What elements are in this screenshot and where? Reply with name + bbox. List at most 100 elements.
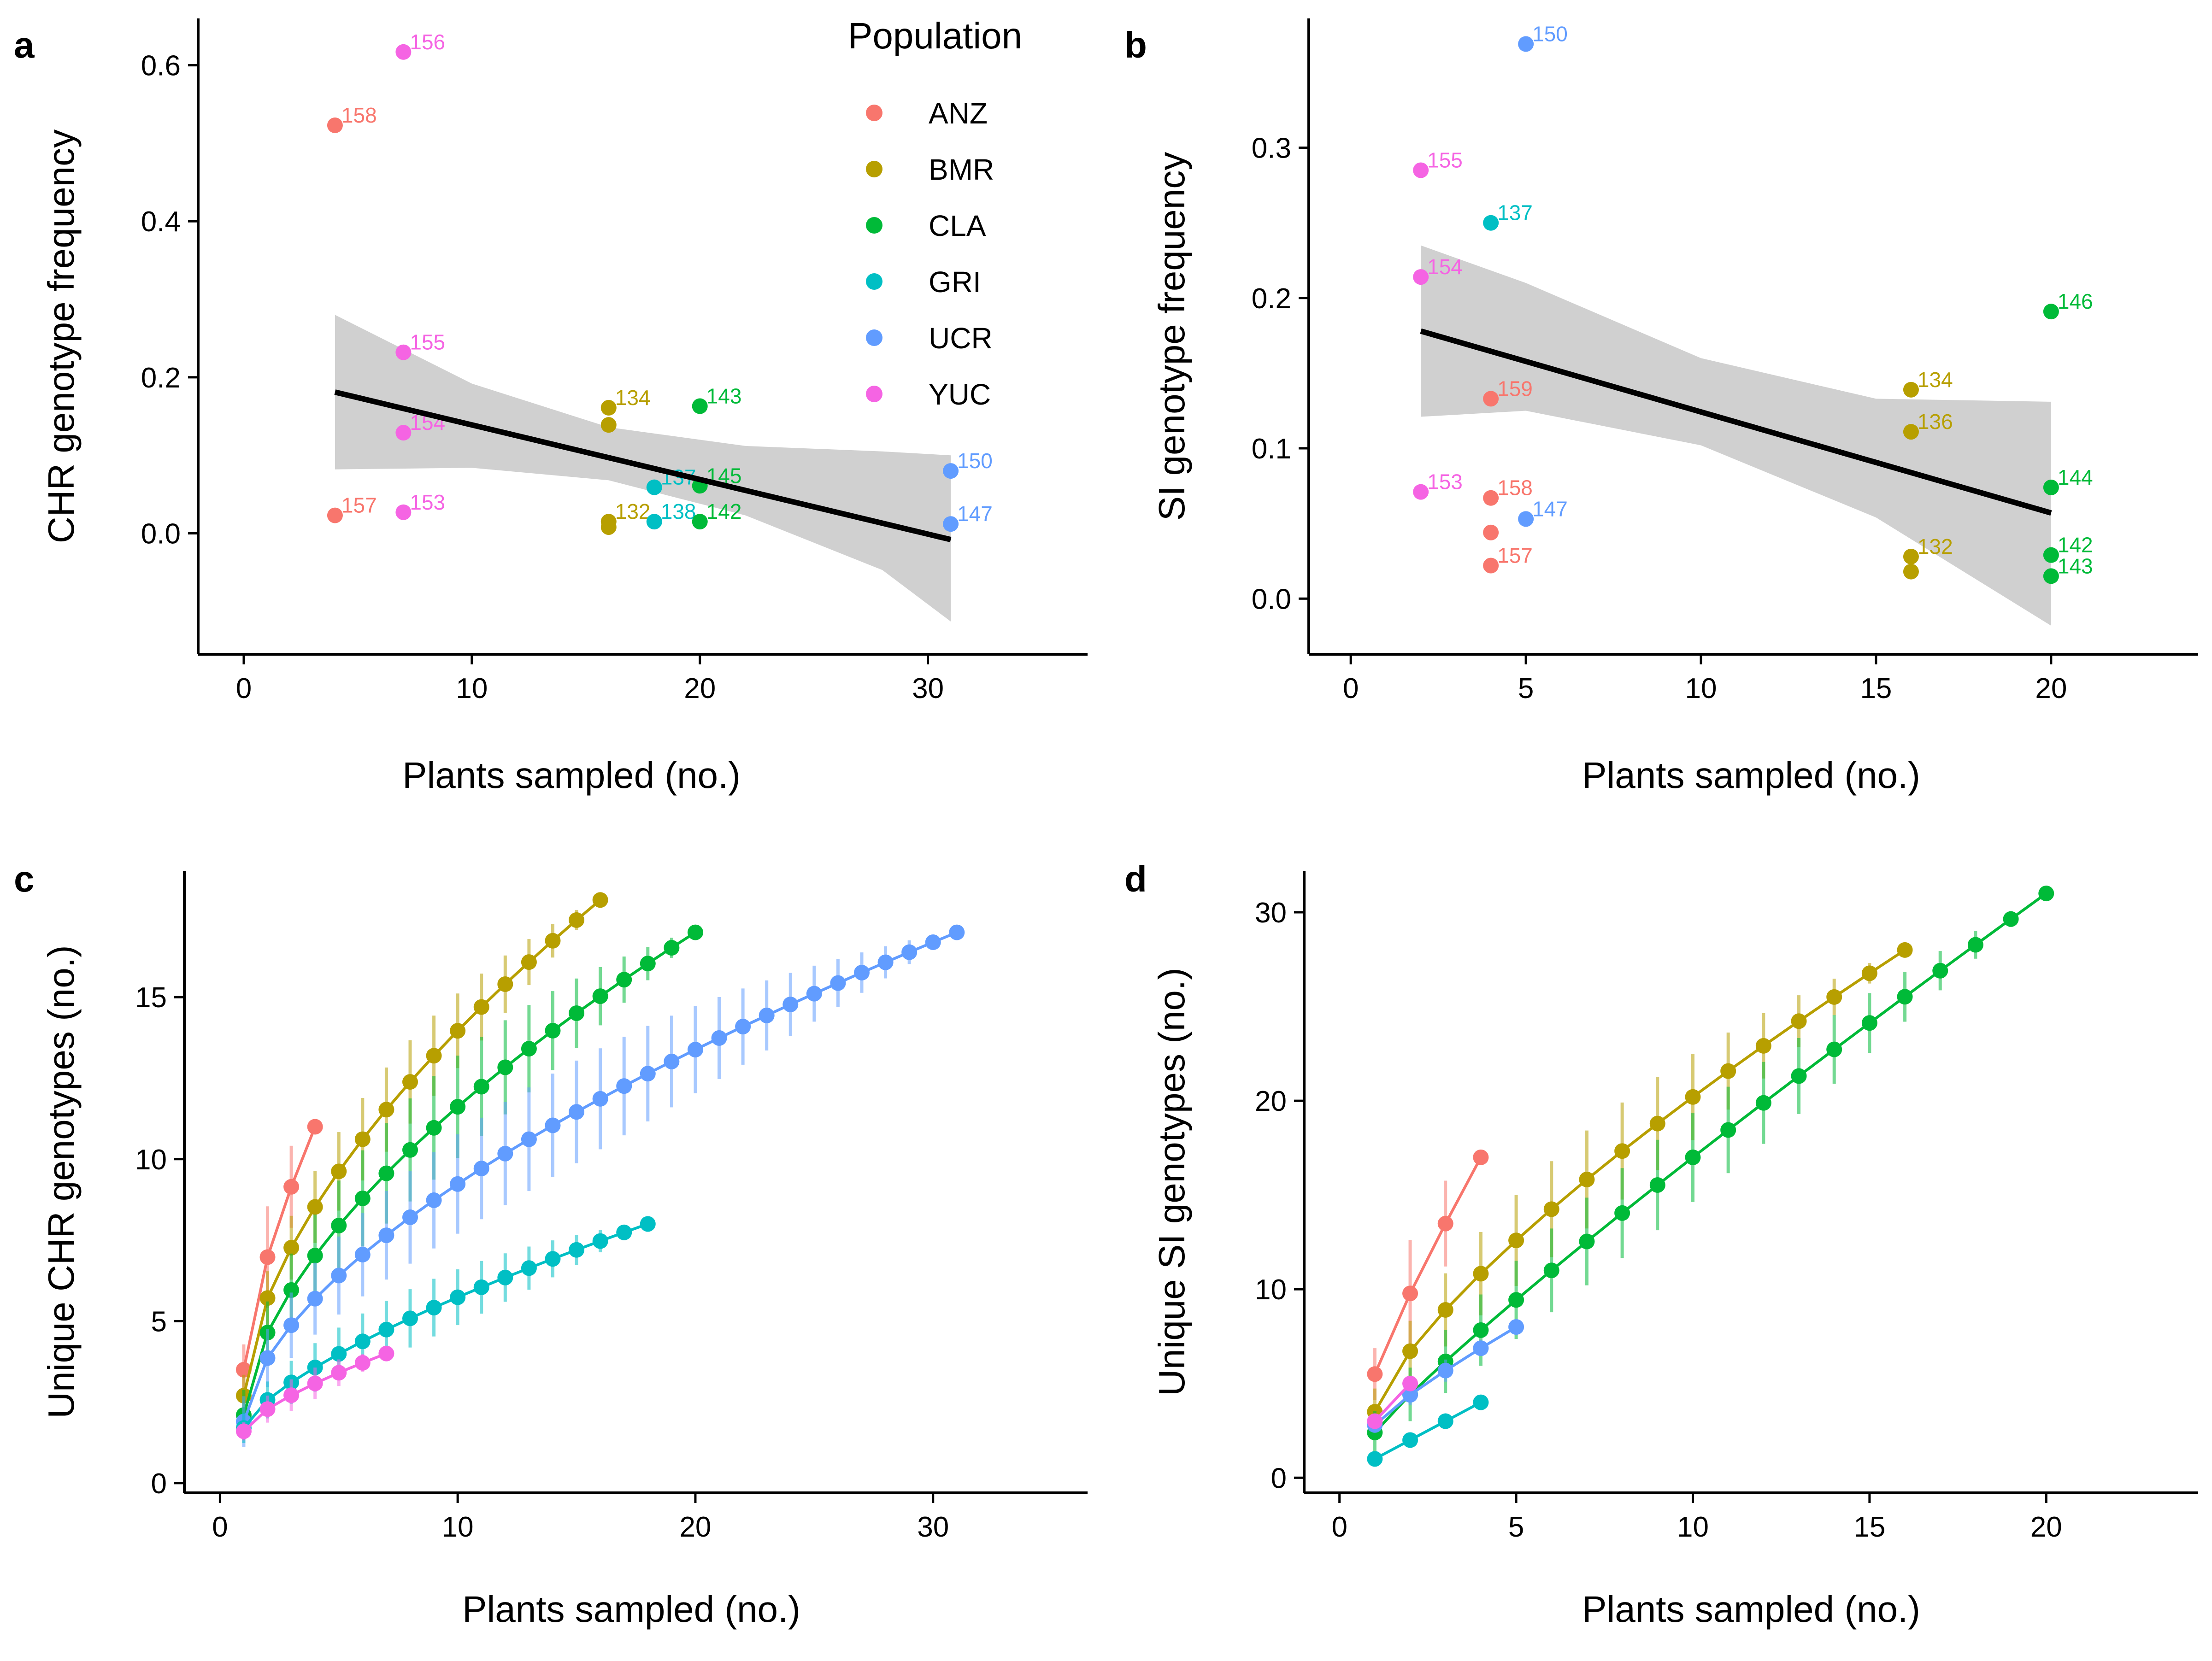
data-point <box>1402 1432 1418 1448</box>
data-point <box>402 1074 418 1090</box>
series-line <box>1374 1382 1412 1422</box>
series-ucr <box>235 924 965 1447</box>
panel-b: b 0 5 10 15 20 0.0 0.1 0.2 0.3 Plants sampled (no.… <box>1124 18 2198 796</box>
data-point <box>1508 1319 1524 1335</box>
data-point <box>1720 1122 1736 1138</box>
series-line <box>1373 1156 1483 1375</box>
y-tick-label: 0.2 <box>141 362 181 394</box>
data-point <box>450 1289 466 1305</box>
data-point <box>1861 965 1877 981</box>
confidence-band <box>1421 245 2051 626</box>
data-point <box>354 1333 371 1350</box>
x-tick-label: 5 <box>1518 673 1534 704</box>
y-axis-title: Unique SI genotypes (no.) <box>1151 968 1192 1396</box>
panel-a: a 0 10 20 30 0.0 0.2 0.4 0.6 Plants sampled (no.)… <box>14 18 1088 796</box>
data-point <box>426 1048 442 1064</box>
data-point <box>759 1007 775 1023</box>
data-point <box>1579 1233 1595 1250</box>
data-point <box>1685 1149 1701 1165</box>
x-tick-label: 0 <box>212 1511 228 1543</box>
point-label: 146 <box>2058 289 2093 313</box>
data-point <box>545 1022 561 1039</box>
data-point <box>259 1249 276 1265</box>
point-label: 144 <box>2058 465 2093 489</box>
data-point <box>283 1282 300 1298</box>
data-point <box>1508 1292 1524 1308</box>
y-tick-label: 15 <box>135 982 167 1014</box>
legend-entry-yuc: YUC <box>866 378 991 411</box>
data-point <box>235 1423 252 1439</box>
regression-line <box>334 389 952 542</box>
data-point <box>1967 937 1983 953</box>
data-point <box>395 44 412 60</box>
data-point <box>327 507 343 523</box>
data-point <box>2003 911 2019 927</box>
data-point <box>687 1042 703 1058</box>
data-point <box>1932 963 1948 979</box>
data-point <box>1791 1013 1807 1029</box>
legend-key-cla <box>866 217 882 234</box>
data-point <box>307 1119 323 1135</box>
x-tick-label: 10 <box>442 1511 474 1543</box>
data-point <box>592 1091 608 1107</box>
legend-entry-bmr: BMR <box>866 153 994 186</box>
data-point <box>307 1375 323 1391</box>
data-point <box>283 1179 300 1195</box>
point-label: 157 <box>1497 544 1533 568</box>
data-point <box>354 1190 371 1206</box>
x-tick-label: 0 <box>1343 673 1359 704</box>
series-anz <box>235 1119 323 1395</box>
data-point <box>497 1269 513 1285</box>
series-gri <box>1367 1394 1489 1467</box>
x-tick-label: 20 <box>684 673 716 704</box>
x-tick-label: 10 <box>1685 673 1717 704</box>
legend-label-gri: GRI <box>929 265 981 299</box>
data-point <box>331 1346 347 1362</box>
legend-entry-ucr: UCR <box>866 322 993 355</box>
point-label: 147 <box>1532 497 1568 521</box>
data-point <box>2043 304 2059 320</box>
point-label: 157 <box>341 493 377 517</box>
data-point <box>1685 1089 1701 1105</box>
data-point <box>1791 1068 1807 1084</box>
y-tick-label: 0 <box>1271 1462 1287 1494</box>
data-point <box>331 1217 347 1233</box>
data-point <box>283 1317 300 1333</box>
data-point <box>664 940 680 956</box>
data-point <box>1402 1375 1418 1391</box>
data-point <box>402 1310 418 1326</box>
data-point <box>497 1145 513 1162</box>
data-point <box>473 1279 489 1295</box>
series-yuc <box>1367 1375 1418 1429</box>
point-label: 147 <box>957 502 993 526</box>
data-point <box>521 954 537 970</box>
point-label: 137 <box>1497 201 1533 225</box>
point-label: 153 <box>1427 470 1463 494</box>
point-label: 142 <box>2058 533 2093 557</box>
data-point <box>640 1066 656 1082</box>
data-point <box>402 1209 418 1225</box>
data-point <box>1483 558 1499 574</box>
data-point <box>692 398 708 414</box>
data-point <box>331 1365 347 1381</box>
data-point <box>692 514 708 530</box>
data-point <box>600 399 617 416</box>
data-point <box>1755 1038 1771 1054</box>
x-axis-title: Plants sampled (no.) <box>1582 1589 1920 1630</box>
data-point <box>1826 989 1842 1005</box>
legend-label-ucr: UCR <box>929 322 993 355</box>
data-point <box>925 934 941 950</box>
data-point <box>354 1246 371 1262</box>
data-point <box>640 1216 656 1232</box>
data-point <box>1518 511 1534 527</box>
data-point <box>354 1131 371 1147</box>
point-label: 150 <box>1532 22 1568 46</box>
data-point <box>1579 1171 1595 1187</box>
panel-letter: b <box>1124 24 1147 65</box>
y-tick-label: 0.2 <box>1252 283 1291 315</box>
y-axis-title: SI genotype frequency <box>1151 152 1192 521</box>
data-point <box>592 1233 608 1249</box>
data-point <box>1437 1413 1453 1429</box>
x-tick-label: 30 <box>917 1511 949 1543</box>
data-point <box>473 1161 489 1177</box>
